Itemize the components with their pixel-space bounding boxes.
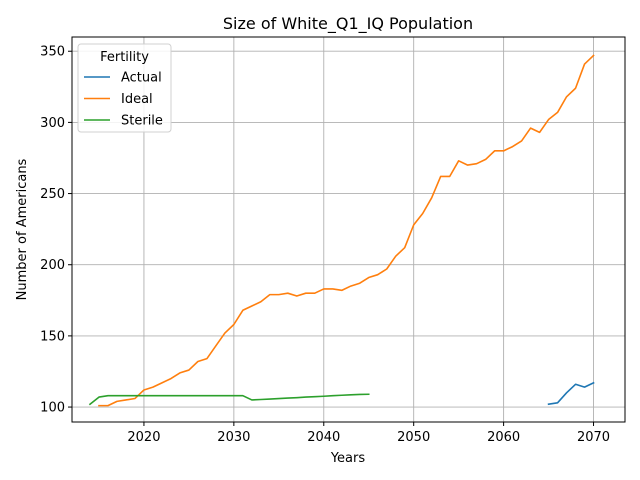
- x-tick-label: 2050: [397, 430, 430, 445]
- series-line-ideal: [98, 54, 595, 407]
- axis-ticks: 2020 2030 2040 2050 2060 2070 100 150 200 250 300 3…: [40, 45, 610, 445]
- legend-title: Fertility: [100, 50, 149, 65]
- legend-label-actual: Actual: [121, 71, 162, 86]
- y-tick-label: 300: [40, 116, 65, 131]
- y-axis-label: Number of Americans: [15, 158, 30, 300]
- series-layer: [88, 54, 595, 407]
- y-tick-label: 100: [40, 401, 65, 416]
- grid-lines: [72, 37, 625, 422]
- x-axis-label: Years: [330, 451, 366, 466]
- legend-entries: Actual Ideal Sterile: [84, 71, 163, 129]
- y-tick-label: 250: [40, 187, 65, 202]
- legend-label-ideal: Ideal: [121, 92, 153, 107]
- y-tick-label: 200: [40, 258, 65, 273]
- x-tick-label: 2020: [127, 430, 160, 445]
- x-tick-label: 2030: [217, 430, 250, 445]
- legend-label-sterile: Sterile: [121, 114, 163, 129]
- plot-frame: [71, 36, 626, 423]
- x-tick-label: 2070: [577, 430, 610, 445]
- legend-box: [77, 43, 172, 133]
- x-tick-label: 2040: [307, 430, 340, 445]
- x-tick-label: 2060: [487, 430, 520, 445]
- y-tick-label: 150: [40, 329, 65, 344]
- series-line-actual: [547, 381, 595, 406]
- chart-title: Size of White_Q1_IQ Population: [223, 14, 473, 34]
- legend: Fertility Actual Ideal Sterile: [77, 43, 172, 133]
- y-tick-label: 350: [40, 45, 65, 60]
- series-line-sterile: [88, 393, 370, 406]
